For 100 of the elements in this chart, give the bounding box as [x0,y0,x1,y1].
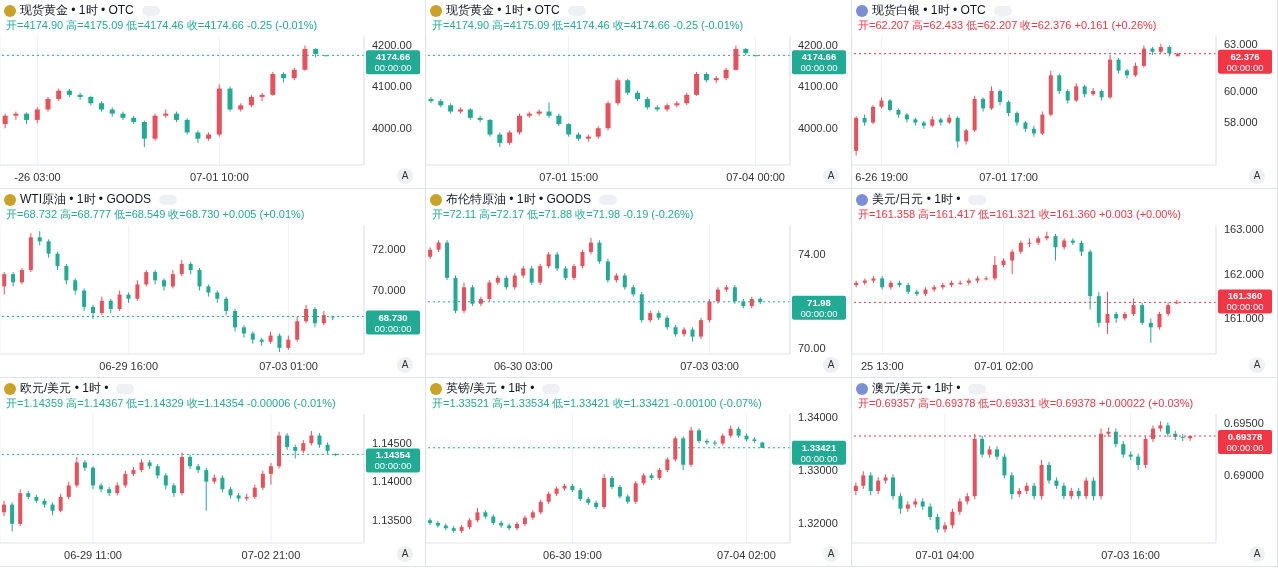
candlestick [1091,87,1096,97]
y-tick-label: 4200.00 [372,38,412,51]
ref-line-label: 4174.66 [375,51,411,63]
candlestick [1053,233,1058,262]
y-tick-label: 4000.00 [798,122,838,135]
candlestick [950,508,955,529]
candlestick [694,71,700,97]
candlestick [704,438,709,446]
chart-title: 英镑/美元 • 1时 • [446,380,535,397]
candlestick [204,467,209,512]
candlestick [597,239,602,265]
candlestick [295,316,300,343]
candlestick [733,45,739,72]
candlestick [605,258,610,284]
text: 00:00:00 [374,322,412,334]
chart-subtitle: 开=1.33521 高=1.33534 低=1.33421 收=1.33421 -0.00100 (-0.07%) [432,396,762,411]
candlestick [1031,125,1036,138]
y-tick-label: 60.000 [1224,84,1258,97]
text: 00:00:00 [374,62,412,74]
text: A [823,546,839,562]
chart-title: 现货白银 • 1时 • OTC [872,2,986,19]
candlestick [55,251,60,271]
candlestick [277,333,282,353]
text: 00:00:00 [800,452,838,464]
chart-subtitle: 开=68.732 高=68.777 低=68.549 收=68.730 +0.005 (+0.01%) [6,207,305,222]
candlestick [1040,111,1045,136]
candlestick [302,45,308,72]
candlestick [487,279,492,302]
candlestick [241,324,246,339]
x-tick-label: 06-30 03:00 [493,359,553,372]
candlestick [1140,302,1145,326]
ref-line-label: 1.14354 [375,449,411,461]
candlestick [1091,476,1096,501]
candlestick [74,456,79,489]
candlestick [170,269,175,289]
x-tick-label: 06-29 11:00 [64,548,122,561]
y-tick-label: 4100.00 [372,80,412,93]
candlestick [13,111,19,121]
y-tick-label: 4000.00 [372,122,412,135]
candlestick [699,317,703,340]
ref-line-label: 4174.66 [801,51,837,63]
x-tick-label: 07-04 02:00 [717,548,776,561]
text: A [823,357,839,373]
text: 00:00:00 [800,62,838,74]
candlestick [943,521,947,534]
chart-subtitle: 开=62.207 高=62.433 低=62.207 收=62.376 +0.161 (+0.26%) [858,18,1157,33]
candlestick [1047,461,1051,485]
ref-line-label: 1.33421 [801,441,837,453]
candlestick [99,296,104,316]
candlestick [435,520,440,529]
chart-subtitle: 开=1.14359 高=1.14367 低=1.14329 收=1.14354 -0.00006 (-0.01%) [6,396,336,411]
candlestick [868,471,873,496]
candlestick [1136,453,1141,471]
x-tick-label: 6-26 19:00 [855,170,908,183]
candlestick [955,115,960,149]
x-tick-label: 07-01 04:00 [915,548,975,561]
candlestick [2,500,7,517]
y-tick-label: 162.000 [1224,267,1264,280]
y-tick-label: 72.000 [372,243,406,256]
candlestick [64,263,69,285]
x-tick-label: 07-03 01:00 [259,359,318,372]
candlestick [120,111,126,121]
candlestick [117,290,122,312]
chart-title: 现货黄金 • 1时 • OTC [446,2,560,19]
candlestick [304,304,309,324]
text: A [1249,546,1265,562]
x-tick-label: 07-02 21:00 [241,548,301,561]
x-tick-label: 25 13:00 [860,359,904,372]
candlestick [2,271,7,296]
candlestick [898,492,903,515]
x-tick-label: -26 03:00 [14,170,61,183]
candlestick [427,517,432,526]
chart-title: 美元/日元 • 1时 • [872,191,961,208]
candlestick [227,86,233,113]
candlestick [538,263,543,286]
candlestick [980,435,985,459]
candlestick [992,255,997,282]
candlestick [461,282,466,314]
candlestick [99,482,104,493]
candlestick [162,277,167,292]
chart-subtitle: 开=161.358 高=161.417 低=161.321 收=161.360 +0.003 (+0.00%) [858,207,1181,222]
text: 00:00:00 [1226,61,1264,73]
x-tick-label: 07-03 03:00 [680,359,739,372]
candlestick [10,501,15,532]
candlestick [1010,248,1015,275]
chart-title: 欧元/美元 • 1时 • [20,380,109,397]
chart-subtitle: 开=0.69357 高=0.69378 低=0.69331 收=0.69378 +0.00022 (+0.03%) [858,396,1194,411]
candlestick [141,120,147,148]
x-tick-label: 07-04 00:00 [726,170,785,183]
chart-subtitle: 开=4174.90 高=4175.09 低=4174.46 收=4174.66 -0.25 (-0.01%) [6,18,318,33]
chart-title: WTI原油 • 1时 • GOODS [20,191,152,208]
candlestick [260,470,265,491]
x-tick-label: 06-29 16:00 [99,359,159,372]
x-tick-label: 07-01 17:00 [979,170,1038,183]
candlestick [674,100,680,108]
y-tick-label: 1.14000 [372,475,412,488]
ref-line-label: 161.360 [1227,290,1263,302]
candlestick [270,71,276,97]
candlestick [1009,471,1014,500]
candlestick [555,251,560,272]
